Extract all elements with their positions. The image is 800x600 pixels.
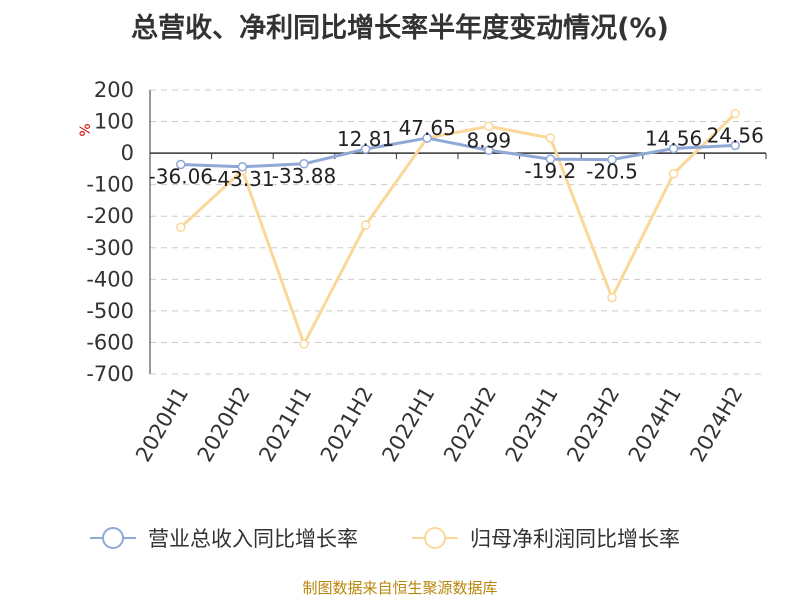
- x-tick-label: 2021H2: [316, 383, 378, 467]
- data-label: 24.56: [707, 123, 764, 147]
- x-tick-label: 2024H1: [624, 383, 686, 467]
- x-tick-label: 2020H2: [193, 383, 255, 467]
- y-axis-label: %: [78, 123, 94, 136]
- y-axis: 200 100 0 -100 -200 -300 -400 -500 -600 -700%: [78, 78, 151, 386]
- data-point-net-profit: [545, 133, 556, 143]
- data-point-revenue: [422, 133, 432, 143]
- data-label: 14.56: [645, 127, 702, 151]
- data-point-revenue: [607, 154, 617, 165]
- legend-item-revenue[interactable]: 营业总收入同比增长率: [88, 518, 358, 558]
- data-point-net-profit: [730, 108, 740, 119]
- legend-label-net-profit: 归母净利润同比增长率: [470, 527, 680, 551]
- data-point-net-profit: [360, 220, 371, 230]
- data-label: -20.5: [586, 160, 638, 184]
- y-tick-label: -300: [86, 236, 134, 260]
- x-tick-label: 2022H1: [377, 383, 439, 467]
- data-point-revenue: [237, 162, 248, 172]
- data-point-net-profit: [176, 222, 186, 233]
- y-tick-label: 200: [94, 78, 134, 102]
- data-point-revenue: [484, 145, 494, 156]
- x-tick-label: 2024H2: [685, 383, 747, 467]
- legend-label-revenue: 营业总收入同比增长率: [148, 527, 358, 551]
- y-tick-label: 100: [94, 110, 134, 134]
- x-tick-label: 2020H1: [131, 383, 193, 467]
- data-point-net-profit: [607, 292, 617, 303]
- y-tick-label: -400: [86, 267, 134, 291]
- x-tick-label: 2023H1: [501, 383, 563, 467]
- y-tick-label: -200: [86, 204, 134, 228]
- data-point-revenue: [730, 140, 740, 151]
- data-label: 8.99: [467, 128, 512, 152]
- grid-lines: [150, 89, 766, 375]
- y-tick-label: 0: [121, 141, 134, 165]
- series-layer: [176, 108, 740, 349]
- data-point-net-profit: [484, 121, 494, 132]
- series-line-revenue: [180, 136, 736, 169]
- data-label: -33.88: [272, 164, 336, 188]
- data-point-net-profit: [299, 339, 309, 349]
- source-note: 制图数据来自恒生聚源数据库: [302, 579, 498, 597]
- data-label: -36.06: [149, 164, 213, 188]
- data-label: 12.81: [337, 127, 394, 151]
- chart-title: 总营收、净利同比增长率半年度变动情况(%): [131, 13, 669, 44]
- data-point-revenue: [299, 159, 309, 169]
- series-line-net-profit: [179, 112, 737, 346]
- data-label: -19.2: [525, 159, 577, 183]
- y-tick-label: -700: [86, 362, 134, 386]
- data-point-revenue: [360, 144, 371, 154]
- legend-marker-net-profit: [412, 527, 458, 549]
- y-tick-label: -500: [86, 299, 134, 323]
- legend: 营业总收入同比增长率 归母净利润同比增长率: [0, 518, 800, 558]
- x-tick-label: 2021H1: [254, 383, 316, 467]
- y-tick-label: -100: [86, 173, 134, 197]
- x-axis: 2020H1 2020H2 2021H1 2021H2 2022H1 2022H2 2023…: [131, 152, 767, 467]
- data-point-revenue: [545, 154, 556, 164]
- data-point-revenue: [176, 159, 186, 170]
- data-label: 47.65: [399, 116, 456, 140]
- legend-marker-revenue: [90, 527, 136, 549]
- data-label: -43.31: [210, 167, 274, 191]
- data-point-revenue: [668, 143, 679, 154]
- x-tick-label: 2023H2: [562, 383, 624, 467]
- y-tick-label: -600: [86, 330, 134, 354]
- x-tick-label: 2022H2: [439, 383, 501, 467]
- data-point-net-profit: [668, 168, 679, 179]
- legend-item-net-profit[interactable]: 归母净利润同比增长率: [410, 518, 680, 558]
